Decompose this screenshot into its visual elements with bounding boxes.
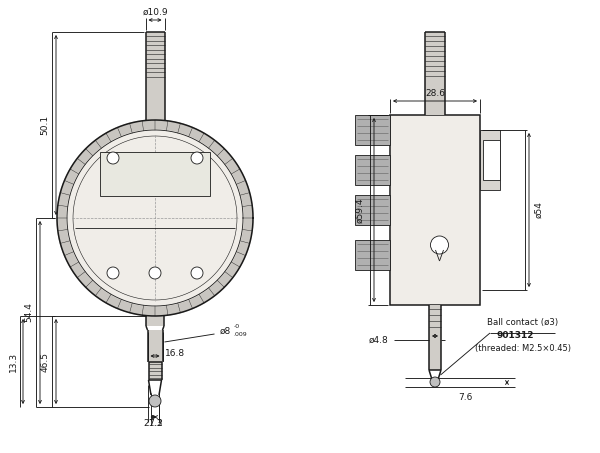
Bar (355, 240, 390, 270)
Text: 54.4: 54.4 (25, 303, 34, 323)
Text: 50.1: 50.1 (41, 115, 49, 135)
Bar (425, 32, 445, 115)
Bar (149, 362, 161, 380)
Text: ø4.8: ø4.8 (369, 336, 389, 344)
Text: 7.3: 7.3 (148, 419, 162, 429)
Circle shape (191, 267, 203, 279)
Circle shape (149, 395, 161, 407)
Text: ø8: ø8 (220, 327, 231, 336)
Bar (355, 195, 390, 225)
Text: 13.3: 13.3 (8, 352, 17, 371)
Circle shape (191, 152, 203, 164)
Text: 21.2: 21.2 (143, 419, 163, 429)
Bar (390, 115, 480, 305)
Bar (483, 140, 500, 180)
Text: ø54: ø54 (535, 202, 544, 218)
Text: (threaded: M2.5×0.45): (threaded: M2.5×0.45) (475, 344, 571, 353)
Circle shape (149, 267, 161, 279)
Bar (146, 32, 164, 120)
Bar (355, 115, 390, 145)
Polygon shape (57, 120, 253, 316)
Circle shape (107, 152, 119, 164)
Circle shape (431, 236, 449, 254)
Bar (148, 330, 163, 362)
Bar (429, 305, 441, 370)
Text: .009: .009 (233, 333, 247, 337)
Text: ø59.4: ø59.4 (355, 197, 365, 223)
Text: 46.5: 46.5 (41, 352, 49, 371)
Text: ø10.9: ø10.9 (142, 8, 168, 16)
Text: 16.8: 16.8 (165, 350, 185, 358)
Text: Ball contact (ø3): Ball contact (ø3) (487, 318, 559, 328)
Bar (355, 155, 390, 185)
Circle shape (430, 377, 440, 387)
Text: 28.6: 28.6 (425, 88, 445, 97)
Bar (100, 152, 210, 196)
Text: -0: -0 (233, 324, 239, 329)
Text: 901312: 901312 (496, 332, 534, 341)
Bar (480, 130, 500, 190)
Circle shape (107, 267, 119, 279)
Bar (146, 316, 164, 326)
Text: 7.6: 7.6 (458, 392, 472, 401)
Polygon shape (67, 130, 243, 306)
